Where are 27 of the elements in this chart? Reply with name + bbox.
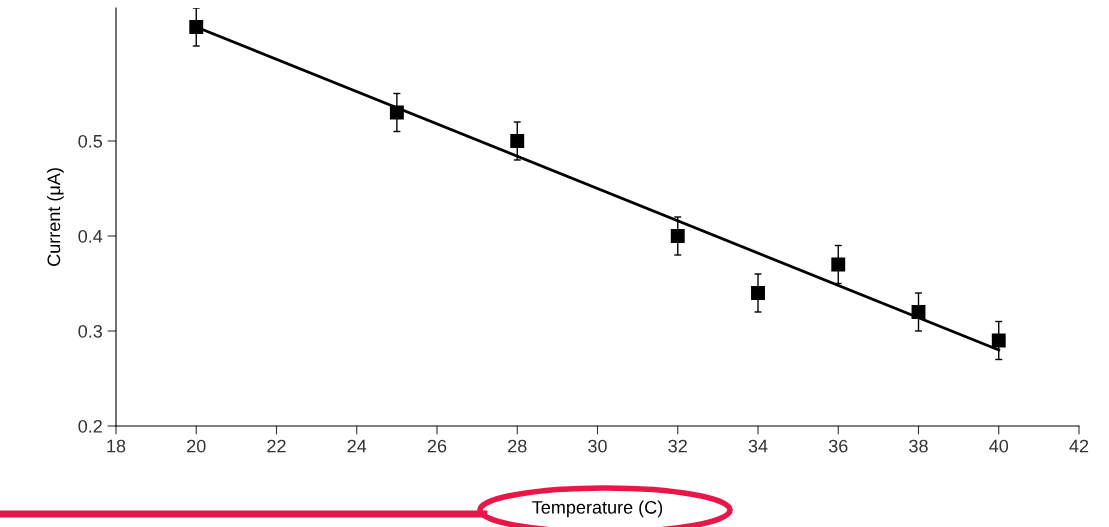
x-tick-label: 34: [748, 439, 768, 453]
point: [751, 286, 765, 300]
x-tick-label: 30: [588, 439, 607, 453]
y-tick-label: 0.2: [78, 419, 102, 433]
point: [991, 333, 1006, 348]
x-tick-label: 28: [508, 439, 527, 453]
x-tick-label: 36: [828, 439, 848, 453]
y-tick-label: 0.3: [78, 324, 103, 338]
x-tick-label: 26: [427, 439, 447, 453]
point: [670, 229, 685, 243]
x-tick-label: 18: [107, 439, 126, 453]
x-tick-label: 20: [187, 439, 206, 453]
x-axis-title: Temperature (C): [532, 500, 663, 518]
y-tick-label: 0.4: [78, 229, 103, 243]
x-tick-label: 22: [267, 439, 286, 453]
point: [831, 257, 846, 272]
x-tick-label: 32: [668, 439, 687, 453]
x-tick-label: 40: [989, 439, 1009, 453]
y-tick-label: 0.5: [78, 134, 103, 148]
x-tick-label: 38: [909, 439, 928, 453]
y-axis-title: Current (μA): [46, 168, 64, 266]
point: [389, 105, 404, 120]
point: [510, 134, 525, 148]
x-tick-label: 42: [1069, 439, 1089, 453]
point: [911, 305, 926, 319]
point: [189, 20, 204, 34]
x-tick-label: 24: [347, 439, 367, 453]
